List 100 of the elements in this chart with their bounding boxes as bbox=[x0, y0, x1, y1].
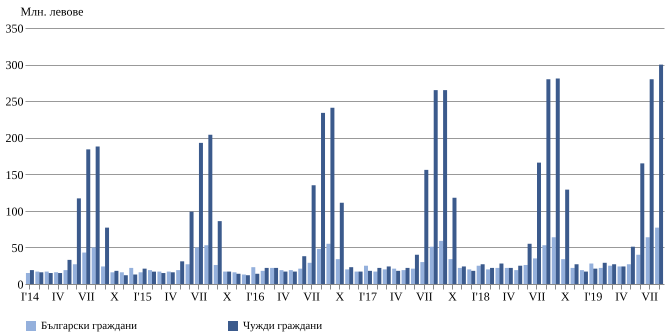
x-tick-label: X bbox=[560, 290, 570, 304]
bar bbox=[448, 259, 452, 284]
x-tick-label: VII bbox=[303, 290, 320, 304]
bar bbox=[152, 272, 156, 284]
bar bbox=[26, 273, 30, 284]
bar bbox=[439, 240, 444, 284]
y-tick-label: 0 bbox=[18, 278, 24, 292]
bar bbox=[528, 244, 532, 284]
x-tick-label: VII bbox=[190, 290, 208, 304]
bar bbox=[260, 270, 265, 284]
bar bbox=[166, 272, 171, 284]
bar bbox=[490, 268, 494, 284]
bar bbox=[458, 268, 462, 284]
bar bbox=[354, 272, 359, 284]
bar bbox=[194, 247, 199, 284]
y-tick-label: 50 bbox=[12, 240, 24, 255]
x-tick-label: I'16 bbox=[246, 290, 264, 304]
x-tick-label: VII bbox=[416, 290, 433, 304]
bar bbox=[546, 79, 550, 284]
bar bbox=[58, 273, 62, 284]
bar bbox=[364, 266, 368, 284]
x-tick-label: I'19 bbox=[584, 290, 602, 304]
bar bbox=[377, 268, 382, 284]
bar bbox=[602, 262, 607, 284]
bar bbox=[308, 262, 312, 284]
bar bbox=[161, 273, 166, 284]
y-tick-label: 200 bbox=[6, 131, 24, 146]
bar bbox=[570, 268, 575, 284]
bar bbox=[508, 268, 513, 284]
bar bbox=[86, 149, 90, 284]
bar bbox=[452, 198, 456, 284]
bar bbox=[533, 258, 537, 284]
bar bbox=[242, 274, 246, 284]
bar bbox=[39, 272, 44, 284]
bar bbox=[214, 264, 218, 284]
bar bbox=[76, 198, 81, 284]
bar bbox=[208, 134, 212, 284]
bar bbox=[302, 256, 306, 284]
bar bbox=[198, 142, 203, 284]
bar bbox=[552, 237, 556, 284]
bar bbox=[402, 270, 406, 284]
bar bbox=[340, 202, 344, 284]
bar bbox=[124, 275, 128, 284]
bar bbox=[565, 190, 570, 284]
bar bbox=[542, 245, 546, 284]
x-tick-label: X bbox=[448, 290, 458, 304]
bar bbox=[640, 163, 644, 284]
bar bbox=[64, 270, 68, 284]
bar bbox=[612, 264, 616, 284]
x-tick-label: I'17 bbox=[358, 290, 378, 304]
x-tick-label: VII bbox=[78, 290, 95, 304]
bar bbox=[35, 272, 40, 284]
x-tick-label: VII bbox=[528, 290, 546, 304]
bar bbox=[48, 273, 53, 284]
bar bbox=[622, 266, 626, 284]
bar bbox=[114, 270, 118, 284]
bar bbox=[580, 270, 584, 284]
y-tick-label: 300 bbox=[6, 58, 24, 72]
bar bbox=[218, 221, 222, 284]
bar bbox=[392, 268, 396, 284]
bar bbox=[101, 266, 106, 284]
bar bbox=[82, 252, 86, 284]
bar bbox=[292, 272, 297, 284]
x-tick-label: X bbox=[335, 290, 344, 304]
bar bbox=[618, 266, 622, 284]
bar bbox=[105, 228, 110, 284]
x-tick-label: I'15 bbox=[134, 290, 152, 304]
bar bbox=[593, 268, 598, 284]
bar bbox=[227, 272, 232, 284]
bar bbox=[396, 270, 400, 284]
bar bbox=[54, 272, 58, 284]
bar bbox=[443, 90, 448, 284]
bar bbox=[556, 78, 560, 284]
bar bbox=[255, 274, 260, 284]
bar bbox=[110, 272, 114, 284]
bar bbox=[317, 248, 322, 284]
bar bbox=[129, 268, 134, 284]
y-tick-label: 350 bbox=[6, 22, 24, 36]
bar bbox=[406, 268, 410, 284]
bar bbox=[636, 254, 640, 284]
bar bbox=[434, 90, 438, 284]
bar bbox=[345, 269, 350, 284]
bar bbox=[279, 270, 284, 284]
bar bbox=[190, 212, 194, 284]
x-tick-label: IV bbox=[615, 290, 628, 304]
y-tick-label: 150 bbox=[6, 168, 24, 182]
bar bbox=[471, 270, 476, 284]
x-tick-label: I'14 bbox=[20, 290, 40, 304]
bar bbox=[518, 266, 522, 284]
bar bbox=[270, 268, 274, 284]
x-tick-label: X bbox=[222, 290, 232, 304]
bar bbox=[72, 264, 77, 284]
bar bbox=[524, 264, 528, 284]
bar bbox=[467, 269, 472, 284]
bar bbox=[274, 268, 278, 284]
bar bbox=[476, 266, 481, 284]
bar bbox=[148, 270, 152, 284]
bar bbox=[598, 268, 603, 284]
bar bbox=[650, 79, 654, 284]
bar bbox=[630, 246, 635, 284]
